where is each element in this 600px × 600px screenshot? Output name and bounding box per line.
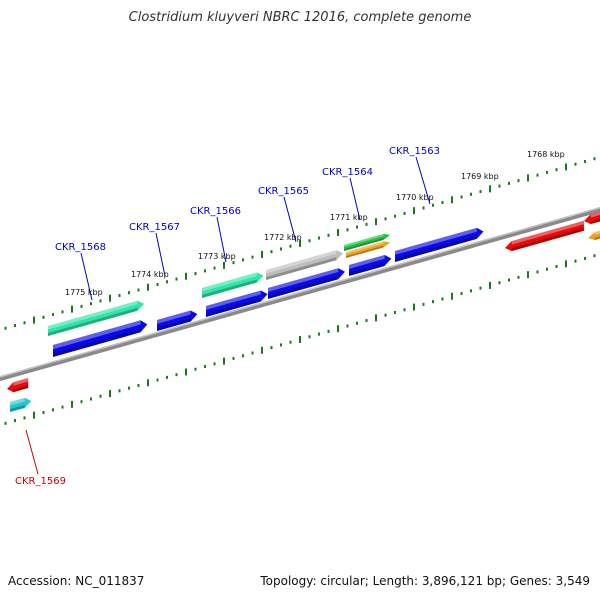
gene-label-ckr-1569[interactable]: CKR_1569 [15,476,66,487]
gene-label-ckr-1567[interactable]: CKR_1567 [129,222,180,233]
leader-ckr-1564 [349,177,361,221]
gene-ckr-1565[interactable] [268,268,345,299]
leader-ckr-1563 [415,156,431,205]
kbp-label-1774: 1774 kbp [131,270,169,279]
gene-ckr-1566-upper[interactable] [202,272,264,298]
gene-label-ckr-1568[interactable]: CKR_1568 [55,242,106,253]
accession-text: Accession: NC_011837 [8,574,145,588]
gene-label-ckr-1565[interactable]: CKR_1565 [258,186,309,197]
gene-ckr-1564[interactable] [349,254,392,276]
leader-ckr-1569 [25,429,39,475]
gene-red-right-2[interactable] [584,208,600,225]
gene-label-ckr-1566[interactable]: CKR_1566 [190,206,241,217]
kbp-label-1775: 1775 kbp [65,288,103,297]
genome-title: Clostridium kluyveri NBRC 12016, complet… [128,10,472,25]
kbp-labels: 1768 kbp 1769 kbp 1770 kbp 1771 kbp 1772… [65,150,565,297]
gene-ckr-1563[interactable] [395,227,484,262]
gene-ckr-1566[interactable] [206,290,268,317]
gene-red-right-1[interactable] [505,220,584,252]
gene-cyan-left[interactable] [10,397,32,412]
kbp-label-1770: 1770 kbp [396,193,434,202]
gene-ckr-1569[interactable] [7,378,29,393]
kbp-label-1773: 1773 kbp [198,252,236,261]
gene-ckr-1564-orange[interactable] [346,241,391,258]
gene-label-ckr-1563[interactable]: CKR_1563 [389,146,440,157]
gene-label-ckr-1564[interactable]: CKR_1564 [322,167,373,178]
gene-orange-right[interactable] [588,226,600,241]
leader-ckr-1565 [283,196,297,243]
tick-rows [4,157,596,425]
leader-ckr-1566 [216,216,227,263]
kbp-label-1768: 1768 kbp [527,150,565,159]
gene-ckr-1565-upper[interactable] [266,250,343,280]
label-leaders [25,156,431,475]
kbp-label-1769: 1769 kbp [461,172,499,181]
gene-ckr-1568[interactable] [53,320,148,357]
gene-ckr-1567[interactable] [157,310,198,331]
gene-track [7,208,600,412]
leader-ckr-1568 [80,252,93,301]
backbone-highlight [0,207,600,378]
kbp-label-1772: 1772 kbp [264,233,302,242]
kbp-label-1771: 1771 kbp [330,213,368,222]
leader-ckr-1567 [155,232,166,277]
gene-ckr-1564-lime[interactable] [344,233,391,251]
gene-ckr-1568-upper[interactable] [48,300,145,336]
genome-summary-text: Topology: circular; Length: 3,896,121 bp… [260,574,590,588]
gene-labels: CKR_1563 CKR_1564 CKR_1565 CKR_1566 CKR_… [15,146,440,487]
